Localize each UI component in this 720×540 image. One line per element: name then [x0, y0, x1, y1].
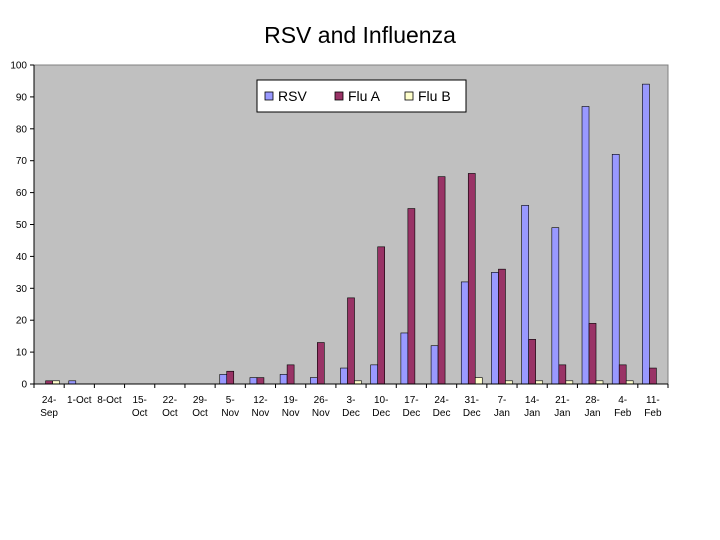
- bar-rsv: [611, 154, 620, 385]
- y-tick-label: 30: [16, 284, 28, 295]
- x-tick-label: 5-Nov: [221, 395, 239, 419]
- bar-flu-a: [407, 208, 416, 385]
- axes-group: 0 10 20 30 40 50 60 70 80 90 100 24-Sep 1-Oct 8-Oct 15…: [10, 61, 669, 419]
- legend-label-rsv: RSV: [278, 88, 307, 104]
- x-tick-label: 10-Dec: [372, 395, 390, 419]
- x-tick-label: 1-Oct: [67, 395, 92, 406]
- x-tick-label: 11-Feb: [644, 395, 662, 419]
- bar-flu-a: [286, 364, 295, 385]
- x-tick-label: 17-Dec: [402, 395, 420, 419]
- bar-flu-a: [467, 173, 476, 385]
- bar-flu-a: [256, 377, 265, 385]
- y-tick-label: 60: [16, 188, 28, 199]
- x-tick-label: 8-Oct: [97, 395, 122, 406]
- x-tick-label: 31-Dec: [463, 395, 481, 419]
- bar-flu-a: [558, 364, 567, 385]
- bar-flu-b: [474, 377, 483, 385]
- bar-flu-a: [649, 367, 657, 385]
- bars-group: [45, 83, 657, 385]
- x-tick-label: 15-Oct: [132, 395, 148, 419]
- x-tick-label: 19-Nov: [282, 395, 300, 419]
- bar-flu-a: [437, 176, 446, 385]
- bar-rsv: [400, 332, 409, 385]
- bar-rsv: [249, 377, 258, 385]
- bar-rsv: [279, 374, 288, 385]
- bar-rsv: [581, 106, 590, 385]
- x-tick-label: 12-Nov: [252, 395, 270, 419]
- y-tick-label: 70: [16, 156, 28, 167]
- legend-swatch-rsv: [264, 91, 274, 101]
- bar-rsv: [219, 374, 228, 385]
- bar-rsv: [642, 83, 650, 385]
- bar-rsv: [551, 227, 560, 385]
- bar-rsv: [521, 205, 529, 385]
- bar-rsv: [430, 345, 439, 385]
- legend-swatch-flu-b: [404, 91, 414, 101]
- chart-title: RSV and Influenza: [264, 22, 456, 48]
- bar-rsv: [460, 281, 469, 385]
- x-tick-label: 4-Feb: [614, 395, 632, 419]
- legend-label-flu-a: Flu A: [348, 88, 381, 104]
- bar-flu-a: [377, 246, 385, 385]
- y-tick-label: 40: [16, 252, 28, 263]
- legend-swatch-flu-a: [334, 91, 344, 101]
- x-tick-label: 7-Jan: [494, 395, 510, 419]
- y-tick-label: 90: [16, 92, 28, 103]
- bar-flu-a: [618, 364, 627, 385]
- y-tick-label: 50: [16, 220, 28, 231]
- bar-rsv: [310, 377, 318, 385]
- bar-flu-a: [347, 297, 355, 385]
- bar-flu-a: [588, 323, 597, 385]
- legend-label-flu-b: Flu B: [418, 88, 451, 104]
- y-tick-label: 80: [16, 124, 28, 135]
- bar-rsv: [370, 364, 378, 385]
- y-tick-label: 20: [16, 316, 28, 327]
- bar-rsv: [491, 272, 499, 385]
- legend: RSV Flu A Flu B: [256, 79, 467, 113]
- bar-flu-a: [317, 342, 325, 385]
- x-tick-label: 24-Sep: [40, 395, 58, 419]
- x-tick-label: 14-Jan: [524, 395, 540, 419]
- y-tick-label: 100: [10, 61, 27, 72]
- x-tick-label: 21-Jan: [554, 395, 570, 419]
- y-tick-label: 10: [16, 348, 28, 359]
- x-tick-label: 3-Dec: [342, 395, 360, 419]
- x-tick-label: 24-Dec: [433, 395, 451, 419]
- legend-box: [256, 79, 467, 113]
- y-tick-label: 0: [21, 380, 27, 391]
- bar-flu-a: [528, 339, 536, 385]
- x-tick-label: 22-Oct: [162, 395, 178, 419]
- bar-flu-a: [226, 370, 235, 385]
- x-tick-label: 26-Nov: [312, 395, 330, 419]
- x-tick-label: 28-Jan: [584, 395, 600, 419]
- bar-flu-a: [498, 268, 506, 385]
- x-tick-label: 29-Oct: [192, 395, 208, 419]
- bar-rsv: [340, 367, 348, 385]
